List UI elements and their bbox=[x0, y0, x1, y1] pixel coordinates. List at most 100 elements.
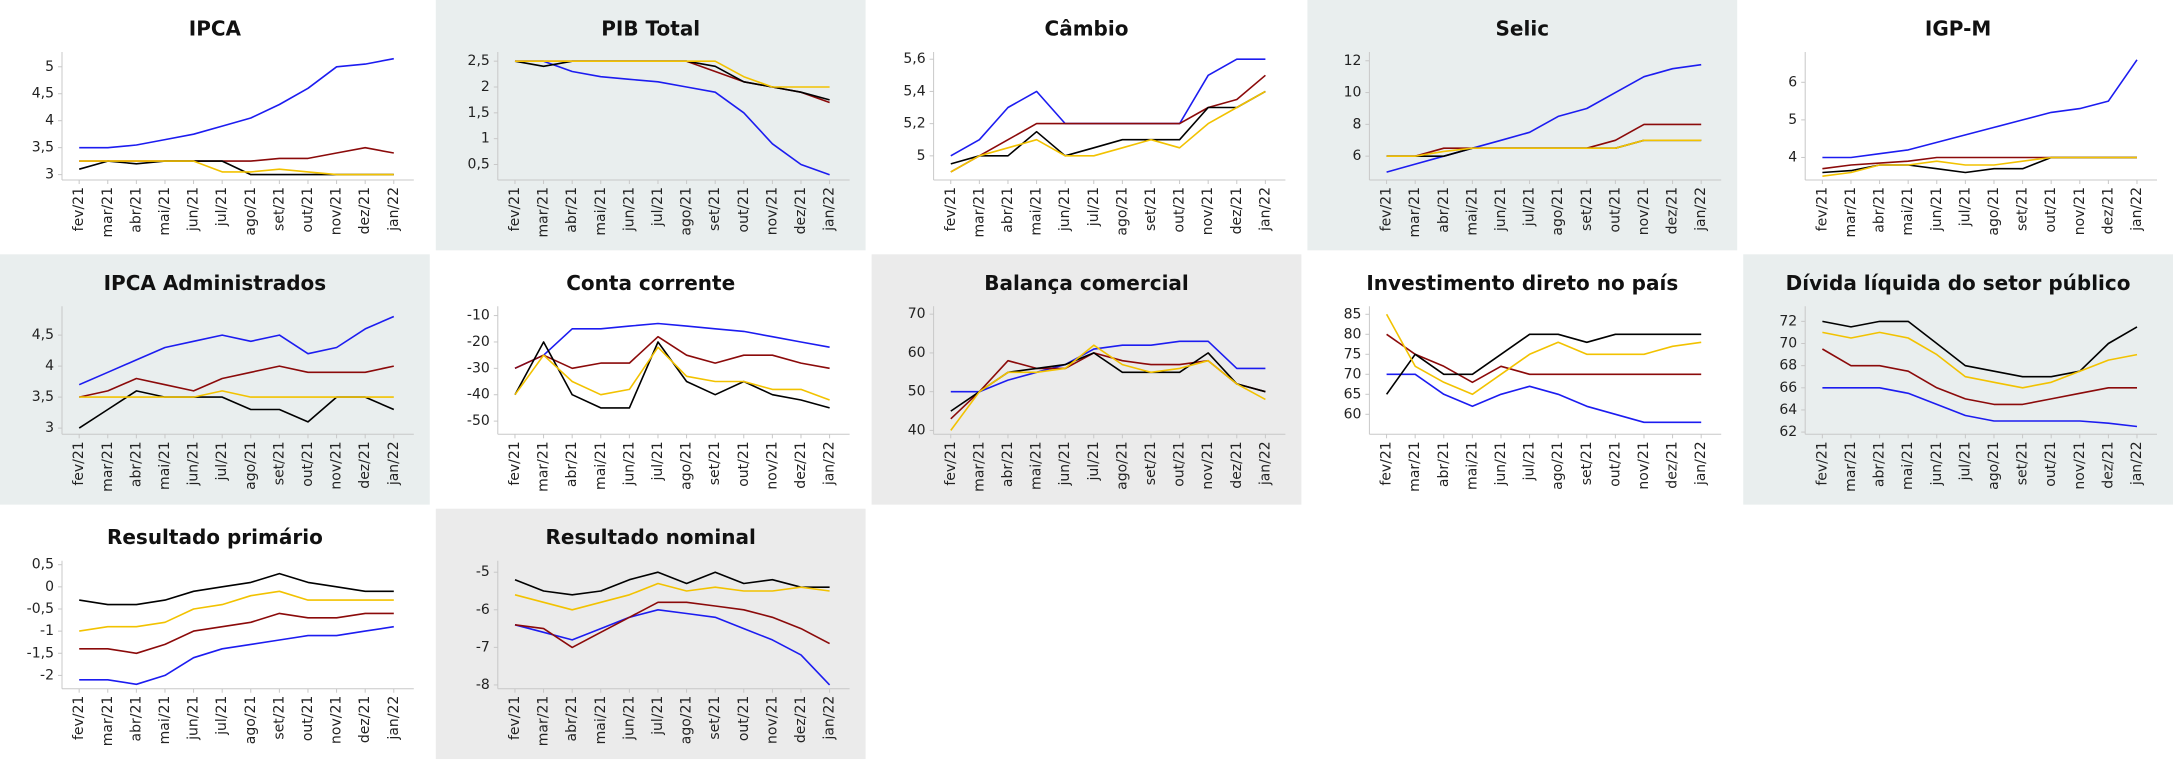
y-tick-label: 70 bbox=[1344, 366, 1362, 382]
y-tick-label: -7 bbox=[476, 639, 490, 655]
x-tick-label: jun/21 bbox=[1493, 441, 1509, 486]
x-tick-label: abr/21 bbox=[128, 441, 144, 487]
y-tick-label: 0,5 bbox=[468, 157, 490, 173]
series-line bbox=[1822, 156, 2137, 177]
y-tick-label: -50 bbox=[467, 413, 490, 429]
chart-panel: IPCA 3 3,5 4 4,5 5 fev/21 mar/21 abr/21 mai/21 jun… bbox=[0, 0, 430, 251]
x-tick-label: out/21 bbox=[2043, 441, 2059, 486]
chart-title: IGP-M bbox=[1925, 17, 1991, 41]
x-tick-label: ago/21 bbox=[243, 187, 259, 236]
x-tick-label: mar/21 bbox=[1843, 187, 1859, 238]
y-tick-label: 64 bbox=[1779, 402, 1797, 418]
x-tick-label: fev/21 bbox=[1379, 187, 1395, 231]
x-tick-label: nov/21 bbox=[2072, 187, 2088, 235]
chart-panel: PIB Total 0,5 1 1,5 2 2,5 fev/21 mar/21 abr/21 ma… bbox=[435, 0, 866, 251]
x-tick-label: set/21 bbox=[2015, 441, 2031, 485]
chart-title: IPCA Administrados bbox=[104, 271, 327, 295]
x-tick-label: jan/22 bbox=[1693, 187, 1709, 232]
series-line bbox=[79, 160, 394, 176]
series-line bbox=[79, 625, 394, 686]
x-tick-label: jun/21 bbox=[1057, 441, 1073, 486]
series-line bbox=[1386, 139, 1702, 157]
series-line bbox=[1386, 333, 1702, 384]
series-line bbox=[514, 582, 830, 611]
x-tick-label: out/21 bbox=[300, 696, 316, 741]
y-tick-label: 5 bbox=[917, 148, 926, 164]
chart-title: Investimento direto no país bbox=[1366, 271, 1678, 295]
x-tick-label: mai/21 bbox=[1900, 441, 1916, 490]
x-tick-label: jul/21 bbox=[1522, 441, 1538, 481]
x-tick-label: ago/21 bbox=[679, 696, 695, 745]
series-line bbox=[514, 322, 830, 370]
chart-panel: IGP-M 4 5 6 fev/21 mar/21 abr/21 mai/21 jun/21 ju… bbox=[1743, 0, 2173, 251]
series-line bbox=[1822, 320, 2138, 378]
x-tick-label: jun/21 bbox=[1493, 187, 1509, 232]
panel-background bbox=[435, 254, 866, 505]
x-tick-label: jan/22 bbox=[822, 441, 838, 486]
x-tick-label: fev/21 bbox=[943, 441, 959, 485]
y-tick-label: -6 bbox=[476, 602, 490, 618]
x-tick-label: set/21 bbox=[1579, 441, 1595, 485]
chart-panel: Balança comercial 40 50 60 70 fev/21 mar/21 abr… bbox=[871, 254, 1302, 505]
x-tick-label: jul/21 bbox=[1522, 187, 1538, 227]
y-tick-label: 62 bbox=[1779, 424, 1797, 440]
x-tick-label: set/21 bbox=[271, 441, 287, 485]
x-tick-label: ago/21 bbox=[243, 441, 259, 490]
chart-panel: Investimento direto no país 60 65 70 75 80 85 f… bbox=[1307, 254, 1738, 505]
x-tick-label: ago/21 bbox=[1550, 441, 1566, 490]
x-tick-label: set/21 bbox=[1143, 187, 1159, 231]
x-tick-label: mai/21 bbox=[593, 187, 609, 236]
x-tick-label: mar/21 bbox=[971, 187, 987, 238]
x-tick-label: mai/21 bbox=[1464, 187, 1480, 236]
x-tick-label: out/21 bbox=[2043, 187, 2059, 232]
x-tick-label: jul/21 bbox=[1957, 441, 1973, 481]
y-tick-label: 10 bbox=[1344, 85, 1362, 101]
y-tick-label: 5,2 bbox=[903, 116, 925, 132]
series-line bbox=[1386, 373, 1702, 424]
y-tick-label: 12 bbox=[1344, 53, 1362, 69]
x-tick-label: jan/22 bbox=[386, 696, 402, 741]
x-tick-label: abr/21 bbox=[1000, 187, 1016, 233]
series-line bbox=[950, 344, 1266, 431]
y-tick-label: 4,5 bbox=[32, 86, 54, 102]
x-tick-label: out/21 bbox=[300, 187, 316, 232]
y-tick-label: 75 bbox=[1344, 346, 1362, 362]
y-tick-label: 72 bbox=[1779, 313, 1797, 329]
y-tick-label: 80 bbox=[1344, 326, 1362, 342]
x-tick-label: abr/21 bbox=[1436, 441, 1452, 487]
x-tick-label: nov/21 bbox=[2072, 441, 2088, 489]
x-tick-label: jan/22 bbox=[1693, 441, 1709, 486]
y-tick-label: 1,5 bbox=[468, 105, 490, 121]
x-tick-label: nov/21 bbox=[329, 187, 345, 235]
y-tick-label: 4 bbox=[1788, 149, 1797, 165]
x-tick-label: dez/21 bbox=[1665, 441, 1681, 488]
x-tick-label: out/21 bbox=[736, 696, 752, 741]
x-tick-label: mai/21 bbox=[1029, 187, 1045, 236]
panel-background bbox=[871, 0, 1302, 251]
y-tick-label: -10 bbox=[467, 308, 490, 324]
chart-title: Dívida líquida do setor público bbox=[1786, 271, 2131, 295]
y-tick-label: -40 bbox=[467, 387, 490, 403]
x-tick-label: abr/21 bbox=[1872, 187, 1888, 233]
x-tick-label: jun/21 bbox=[621, 696, 637, 741]
x-tick-label: dez/21 bbox=[793, 187, 809, 234]
series-line bbox=[514, 60, 830, 88]
x-tick-label: mai/21 bbox=[1464, 441, 1480, 490]
x-tick-label: mai/21 bbox=[593, 441, 609, 490]
series-line bbox=[514, 335, 830, 370]
series-line bbox=[1385, 313, 1702, 396]
panel-background bbox=[1743, 0, 2173, 251]
x-tick-label: abr/21 bbox=[128, 696, 144, 742]
x-tick-label: nov/21 bbox=[1200, 187, 1216, 235]
series-line bbox=[1822, 331, 2138, 389]
y-tick-label: 60 bbox=[1344, 406, 1362, 422]
x-tick-label: ago/21 bbox=[1550, 187, 1566, 236]
x-tick-label: dez/21 bbox=[1229, 187, 1245, 234]
x-tick-label: out/21 bbox=[1607, 187, 1623, 232]
x-tick-label: abr/21 bbox=[564, 696, 580, 742]
x-tick-label: nov/21 bbox=[764, 441, 780, 489]
y-tick-label: 3 bbox=[45, 167, 54, 183]
x-tick-label: dez/21 bbox=[793, 696, 809, 743]
x-tick-label: out/21 bbox=[1172, 441, 1188, 486]
series-line bbox=[950, 340, 1266, 393]
